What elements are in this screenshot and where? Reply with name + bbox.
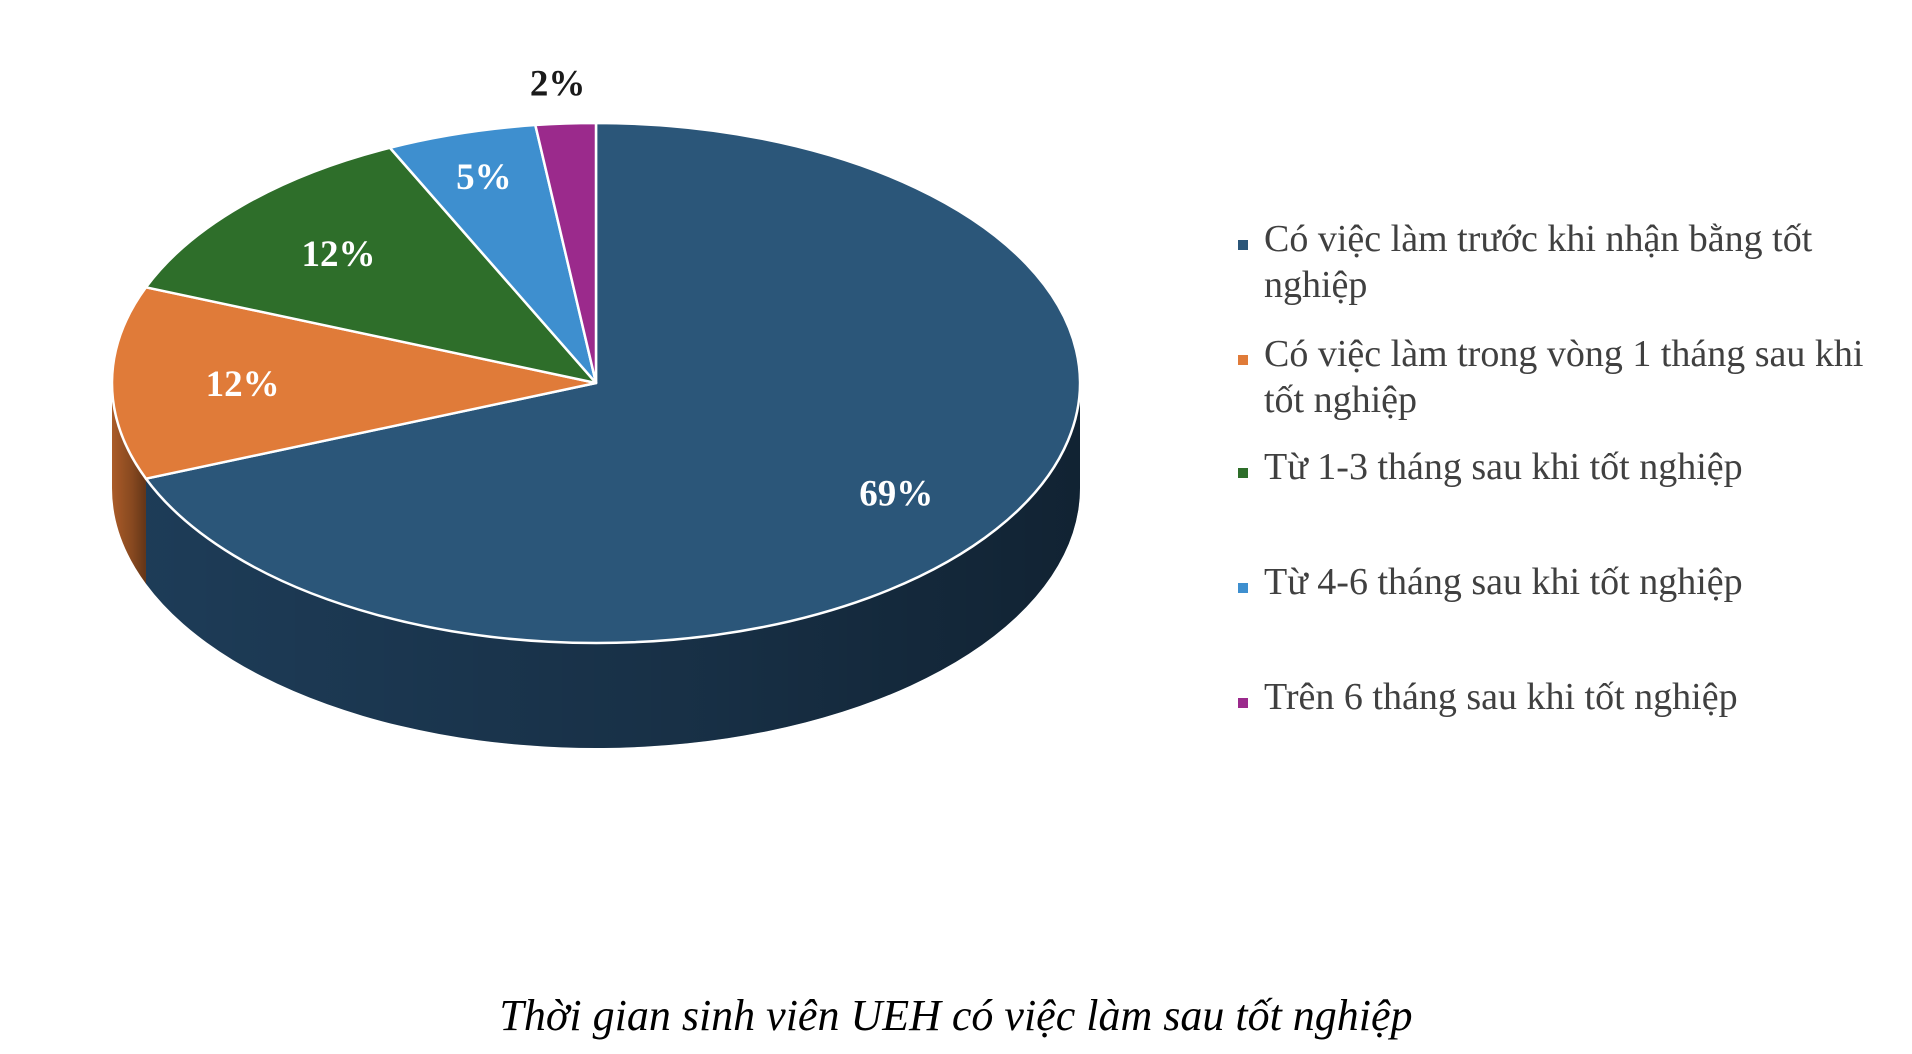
pie-slice [388, 123, 598, 385]
data-label: 12% [206, 364, 280, 405]
legend-label: Trên 6 tháng sau khi tốt nghiệp [1264, 676, 1738, 718]
legend-swatch [1238, 698, 1248, 708]
pie-slice [534, 121, 598, 385]
legend-swatch [1238, 240, 1248, 250]
pie-slice-side-shade [145, 383, 1081, 748]
legend-label: Có việc làm trước khi nhận bằng tốt nghi… [1264, 218, 1813, 306]
data-label: 5% [456, 157, 512, 198]
pie-slice [144, 146, 598, 385]
legend-item: Có việc làm trước khi nhận bằng tốt nghi… [1238, 216, 1874, 308]
pie-slice [110, 286, 598, 480]
legend-item: Trên 6 tháng sau khi tốt nghiệp [1238, 674, 1874, 720]
legend-item: Từ 1-3 tháng sau khi tốt nghiệp [1238, 444, 1874, 490]
pie-slice [144, 121, 1082, 645]
legend-item: Từ 4-6 tháng sau khi tốt nghiệp [1238, 559, 1874, 605]
data-label: 69% [859, 474, 933, 515]
legend-label: Có việc làm trong vòng 1 tháng sau khi t… [1264, 333, 1864, 421]
figure-caption: Thời gian sinh viên UEH có việc làm sau … [499, 991, 1413, 1040]
legend-item: Có việc làm trong vòng 1 tháng sau khi t… [1238, 331, 1874, 423]
legend-swatch [1238, 583, 1248, 593]
legend-swatch [1238, 355, 1248, 365]
legend-label: Từ 4-6 tháng sau khi tốt nghiệp [1264, 561, 1743, 603]
pie-tops [110, 121, 1082, 645]
pie-labels: 69% 12% 12% 5% 2% [206, 64, 934, 515]
legend-label: Từ 1-3 tháng sau khi tốt nghiệp [1264, 446, 1743, 488]
legend-swatch [1238, 468, 1248, 478]
data-label: 12% [301, 234, 375, 275]
data-label: 2% [530, 64, 586, 105]
